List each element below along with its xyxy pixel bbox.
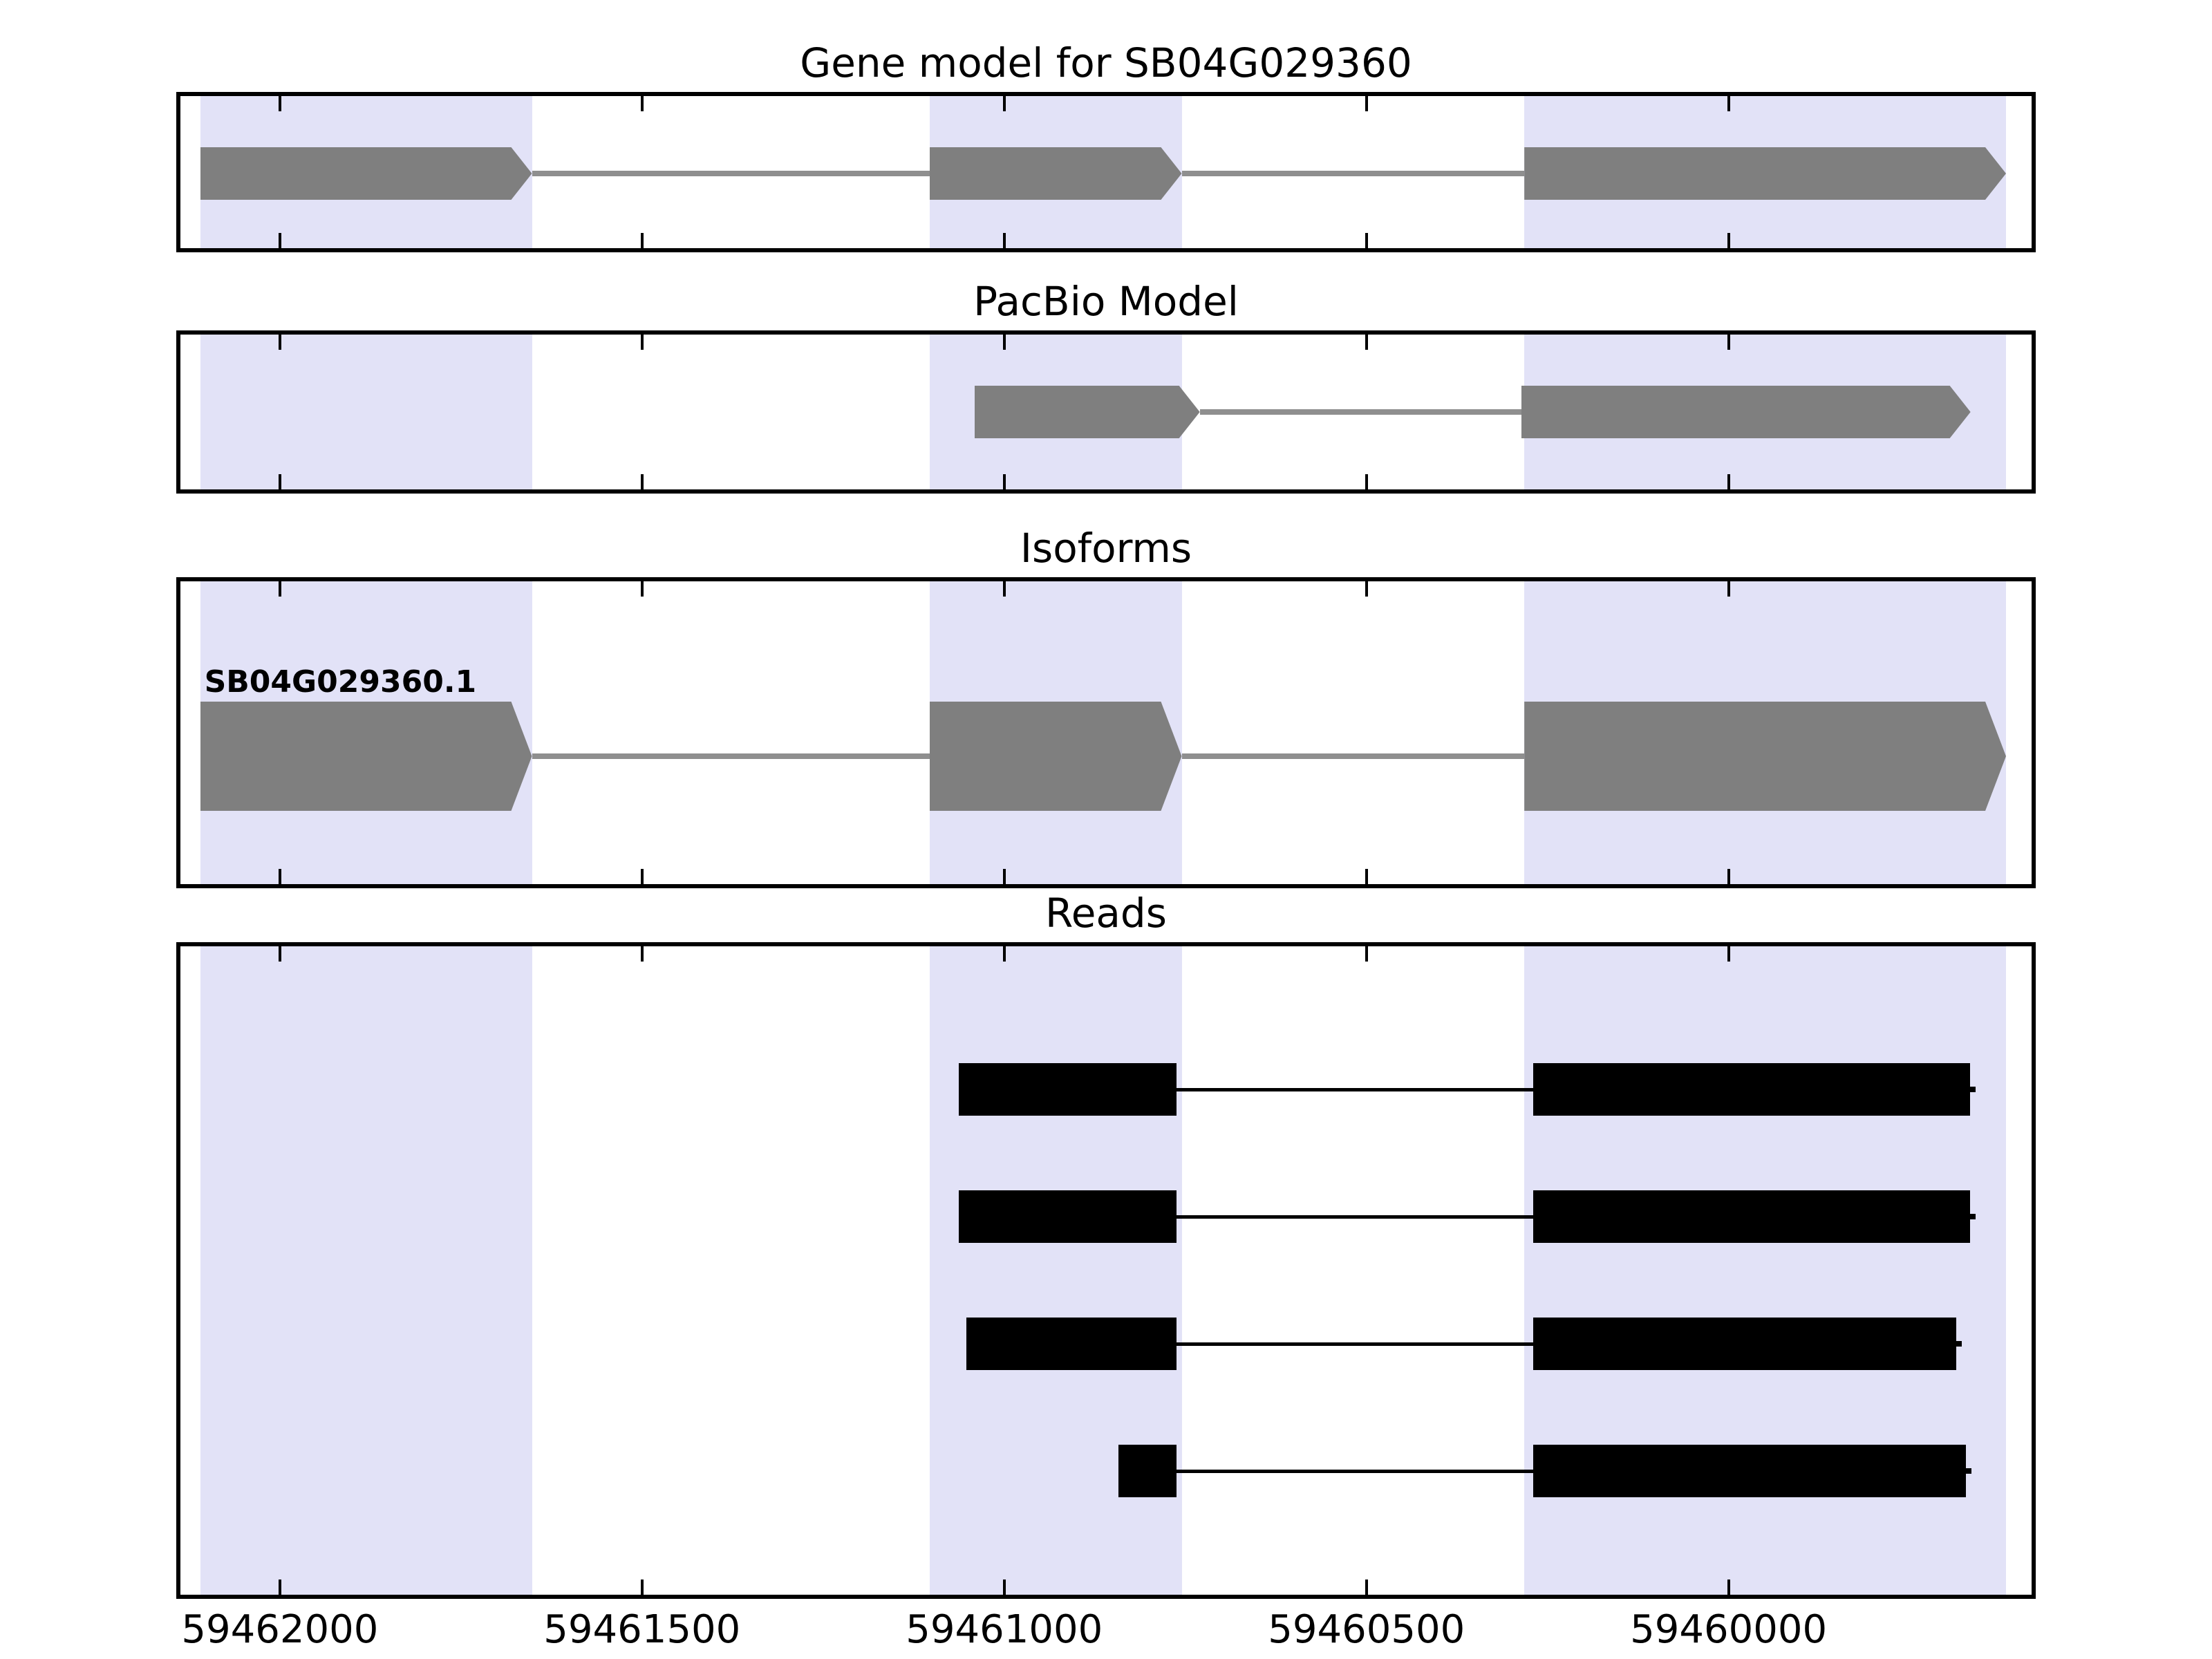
x-axis-tick-label: 59461500 bbox=[543, 1607, 741, 1652]
axis-tick bbox=[1727, 335, 1730, 350]
x-axis-tick-label: 59460000 bbox=[1630, 1607, 1828, 1652]
panel-title-isoforms: Isoforms bbox=[1020, 525, 1192, 572]
read-block bbox=[958, 1190, 1177, 1243]
intron-line bbox=[532, 753, 930, 759]
axis-tick bbox=[1365, 233, 1368, 248]
read-end-stub bbox=[1966, 1468, 1972, 1474]
read-gap-line bbox=[1177, 1215, 1533, 1219]
axis-tick bbox=[1727, 869, 1730, 884]
exon-highlight-band bbox=[929, 946, 1182, 1595]
x-axis-tick-label: 59460500 bbox=[1268, 1607, 1465, 1652]
exon-highlight-band bbox=[200, 335, 532, 489]
exon-arrow bbox=[930, 147, 1182, 200]
axis-tick bbox=[278, 1580, 281, 1595]
axis-tick bbox=[1727, 1580, 1730, 1595]
axis-tick bbox=[640, 869, 644, 884]
axis-tick bbox=[1365, 869, 1368, 884]
axis-tick bbox=[1365, 1580, 1368, 1595]
exon-arrow bbox=[1524, 702, 2006, 811]
exon-highlight-band bbox=[1524, 946, 2007, 1595]
intron-line bbox=[532, 171, 930, 176]
axis-tick bbox=[278, 869, 281, 884]
axis-tick bbox=[1727, 96, 1730, 111]
panel-reads bbox=[176, 942, 2036, 1599]
axis-tick bbox=[640, 1580, 644, 1595]
exon-arrow bbox=[1521, 386, 1971, 438]
panel-title-pacbio-model: PacBio Model bbox=[973, 278, 1239, 325]
axis-tick bbox=[1002, 96, 1006, 111]
axis-tick bbox=[640, 335, 644, 350]
x-axis-tick-label: 59462000 bbox=[181, 1607, 379, 1652]
read-block bbox=[1533, 1318, 1956, 1370]
axis-tick bbox=[640, 96, 644, 111]
axis-tick bbox=[1002, 869, 1006, 884]
exon-arrow bbox=[930, 702, 1182, 811]
axis-tick bbox=[1727, 946, 1730, 962]
axis-tick bbox=[278, 946, 281, 962]
axis-tick bbox=[1002, 335, 1006, 350]
read-block bbox=[1118, 1445, 1177, 1497]
axis-tick bbox=[640, 233, 644, 248]
panel-gene-model bbox=[176, 92, 2036, 252]
axis-tick bbox=[1365, 581, 1368, 597]
axis-tick bbox=[278, 474, 281, 489]
intron-line bbox=[1181, 171, 1525, 176]
axis-tick bbox=[1727, 581, 1730, 597]
read-block bbox=[966, 1318, 1177, 1370]
read-gap-line bbox=[1177, 1470, 1533, 1473]
axis-tick bbox=[1365, 474, 1368, 489]
axis-tick bbox=[278, 96, 281, 111]
read-block bbox=[1533, 1063, 1970, 1116]
panel-pacbio-model bbox=[176, 330, 2036, 494]
axis-tick bbox=[1002, 233, 1006, 248]
read-block bbox=[1533, 1445, 1967, 1497]
x-axis-tick-label: 59461000 bbox=[906, 1607, 1103, 1652]
axis-tick bbox=[278, 233, 281, 248]
exon-highlight-band bbox=[200, 946, 532, 1595]
exon-arrow bbox=[1524, 147, 2006, 200]
axis-tick bbox=[640, 581, 644, 597]
intron-line bbox=[1181, 753, 1525, 759]
read-end-stub bbox=[1969, 1087, 1976, 1092]
axis-tick bbox=[1002, 1580, 1006, 1595]
read-gap-line bbox=[1177, 1342, 1533, 1346]
panel-title-gene-model: Gene model for SB04G029360 bbox=[800, 39, 1412, 86]
read-block bbox=[958, 1063, 1177, 1116]
axis-tick bbox=[1002, 474, 1006, 489]
panel-isoforms bbox=[176, 577, 2036, 888]
axis-tick bbox=[1365, 946, 1368, 962]
axis-tick bbox=[1002, 946, 1006, 962]
axis-tick bbox=[278, 581, 281, 597]
axis-tick bbox=[640, 474, 644, 489]
isoform-name-label: SB04G029360.1 bbox=[204, 664, 477, 700]
intron-line bbox=[1199, 409, 1521, 415]
axis-tick bbox=[1727, 233, 1730, 248]
exon-arrow bbox=[200, 147, 532, 200]
axis-tick bbox=[1365, 335, 1368, 350]
axis-tick bbox=[1365, 96, 1368, 111]
exon-arrow bbox=[975, 386, 1200, 438]
read-gap-line bbox=[1177, 1088, 1533, 1091]
read-end-stub bbox=[1956, 1341, 1962, 1347]
read-end-stub bbox=[1969, 1214, 1976, 1219]
read-block bbox=[1533, 1190, 1970, 1243]
axis-tick bbox=[278, 335, 281, 350]
axis-tick bbox=[640, 946, 644, 962]
exon-arrow bbox=[200, 702, 532, 811]
axis-tick bbox=[1002, 581, 1006, 597]
panel-title-reads: Reads bbox=[1045, 890, 1167, 937]
axis-tick bbox=[1727, 474, 1730, 489]
